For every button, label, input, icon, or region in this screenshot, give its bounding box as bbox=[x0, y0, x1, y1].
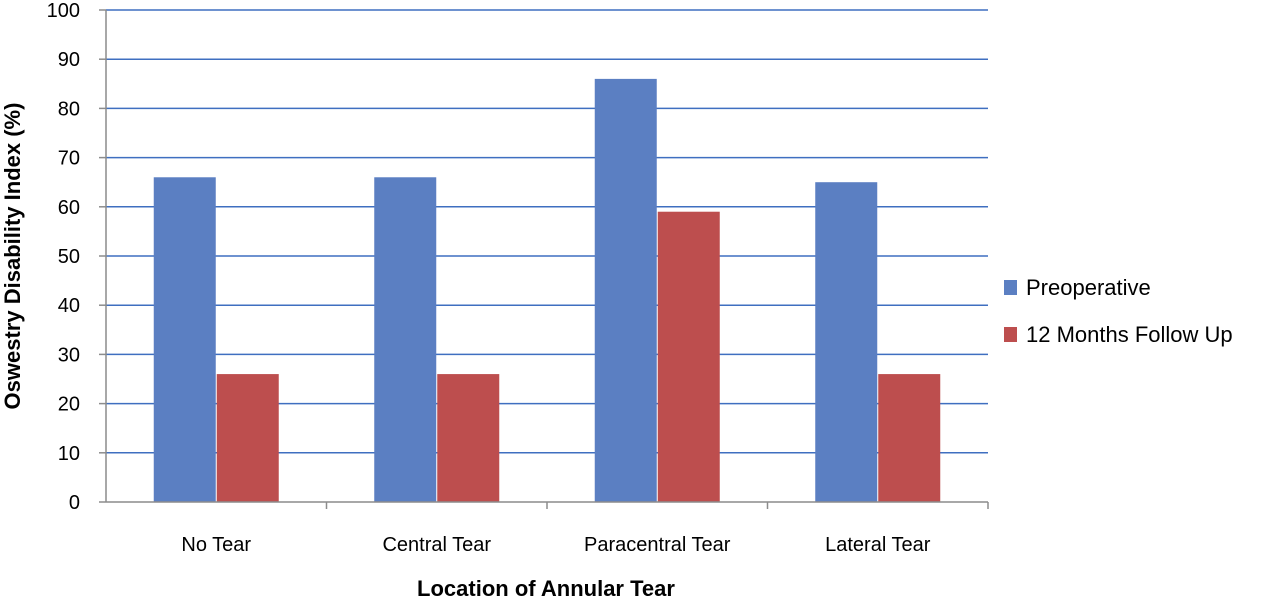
y-tick-label: 10 bbox=[58, 443, 80, 465]
bars bbox=[153, 78, 941, 502]
y-tick-labels: 0 10 20 30 40 50 60 70 80 90 100 bbox=[47, 0, 80, 514]
y-tick-label: 50 bbox=[58, 246, 80, 268]
y-tick-label: 70 bbox=[58, 148, 80, 170]
y-tick-label: 0 bbox=[69, 492, 80, 514]
y-tick-label: 80 bbox=[58, 98, 80, 120]
y-tick-label: 100 bbox=[47, 0, 80, 22]
legend-label: 12 Months Follow Up bbox=[1026, 322, 1233, 347]
legend-swatch bbox=[1004, 280, 1017, 295]
bar-preoperative-central-tear bbox=[374, 177, 437, 502]
bar-preoperative-paracentral-tear bbox=[594, 78, 657, 502]
legend-label: Preoperative bbox=[1026, 275, 1151, 300]
legend-swatch bbox=[1004, 327, 1017, 342]
x-tick-label: No Tear bbox=[181, 534, 251, 556]
bar-12-months-follow-up-no-tear bbox=[216, 374, 279, 502]
y-tick-label: 60 bbox=[58, 197, 80, 219]
x-tick-label: Paracentral Tear bbox=[584, 534, 731, 556]
bar-preoperative-no-tear bbox=[153, 177, 216, 502]
axes bbox=[99, 9, 989, 509]
y-axis-title: Oswestry Disability Index (%) bbox=[0, 103, 25, 410]
y-tick-label: 30 bbox=[58, 344, 80, 366]
x-tick-labels: No Tear Central Tear Paracentral Tear Later… bbox=[181, 534, 930, 556]
x-axis-title: Location of Annular Tear bbox=[417, 576, 675, 601]
bar-12-months-follow-up-lateral-tear bbox=[878, 374, 941, 502]
x-tick-label: Lateral Tear bbox=[825, 534, 931, 556]
bar-12-months-follow-up-central-tear bbox=[437, 374, 500, 502]
x-tick-label: Central Tear bbox=[382, 534, 491, 556]
y-tick-label: 20 bbox=[58, 394, 80, 416]
bar-12-months-follow-up-paracentral-tear bbox=[657, 211, 720, 502]
bar-preoperative-lateral-tear bbox=[815, 182, 878, 502]
y-tick-label: 40 bbox=[58, 295, 80, 317]
y-tick-label: 90 bbox=[58, 49, 80, 71]
legend: Preoperative 12 Months Follow Up bbox=[1004, 275, 1233, 347]
